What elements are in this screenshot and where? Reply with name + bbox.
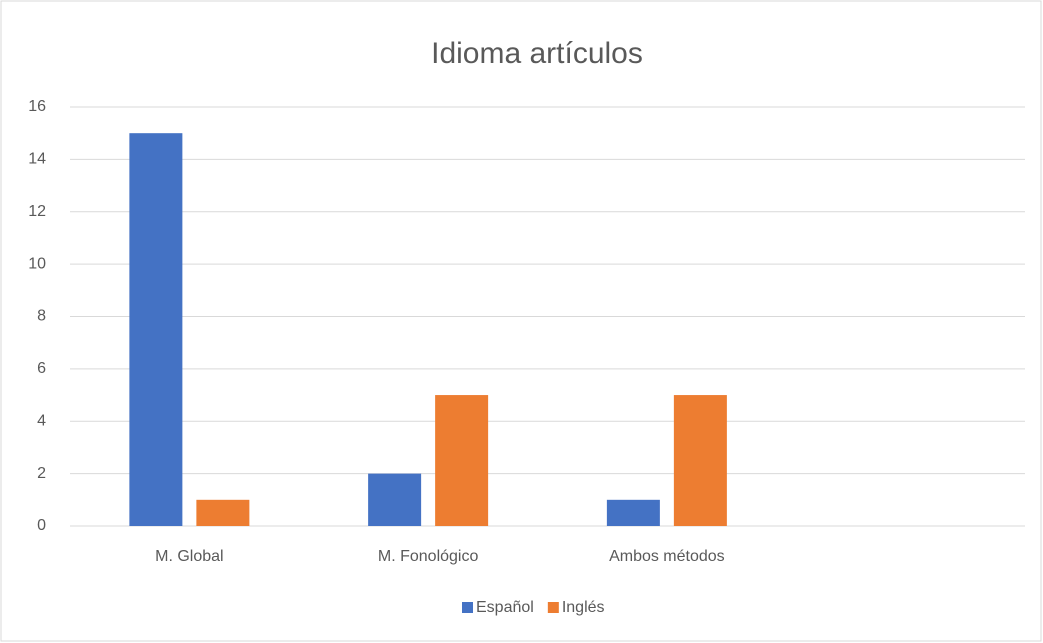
bar bbox=[368, 473, 422, 526]
bar bbox=[673, 395, 727, 526]
legend-label: Inglés bbox=[562, 599, 605, 616]
y-tick-label: 16 bbox=[28, 98, 46, 115]
y-tick-label: 10 bbox=[28, 255, 46, 272]
y-tick-label: 12 bbox=[28, 203, 46, 220]
bar bbox=[196, 499, 250, 526]
legend-swatch bbox=[462, 602, 473, 613]
y-tick-label: 0 bbox=[37, 517, 46, 534]
bar bbox=[606, 499, 660, 526]
y-tick-label: 6 bbox=[37, 360, 46, 377]
x-tick-label: M. Fonológico bbox=[378, 548, 479, 565]
x-tick-label: Ambos métodos bbox=[609, 548, 725, 565]
legend-label: Español bbox=[476, 599, 534, 616]
x-tick-label: M. Global bbox=[155, 548, 223, 565]
bar bbox=[129, 133, 183, 526]
legend-swatch bbox=[547, 602, 559, 613]
y-tick-label: 2 bbox=[37, 465, 46, 482]
y-tick-label: 14 bbox=[28, 151, 46, 168]
y-tick-label: 4 bbox=[37, 412, 46, 429]
bar bbox=[435, 395, 489, 526]
chart-title: Idioma artículos bbox=[431, 37, 643, 70]
y-tick-label: 8 bbox=[37, 308, 46, 325]
